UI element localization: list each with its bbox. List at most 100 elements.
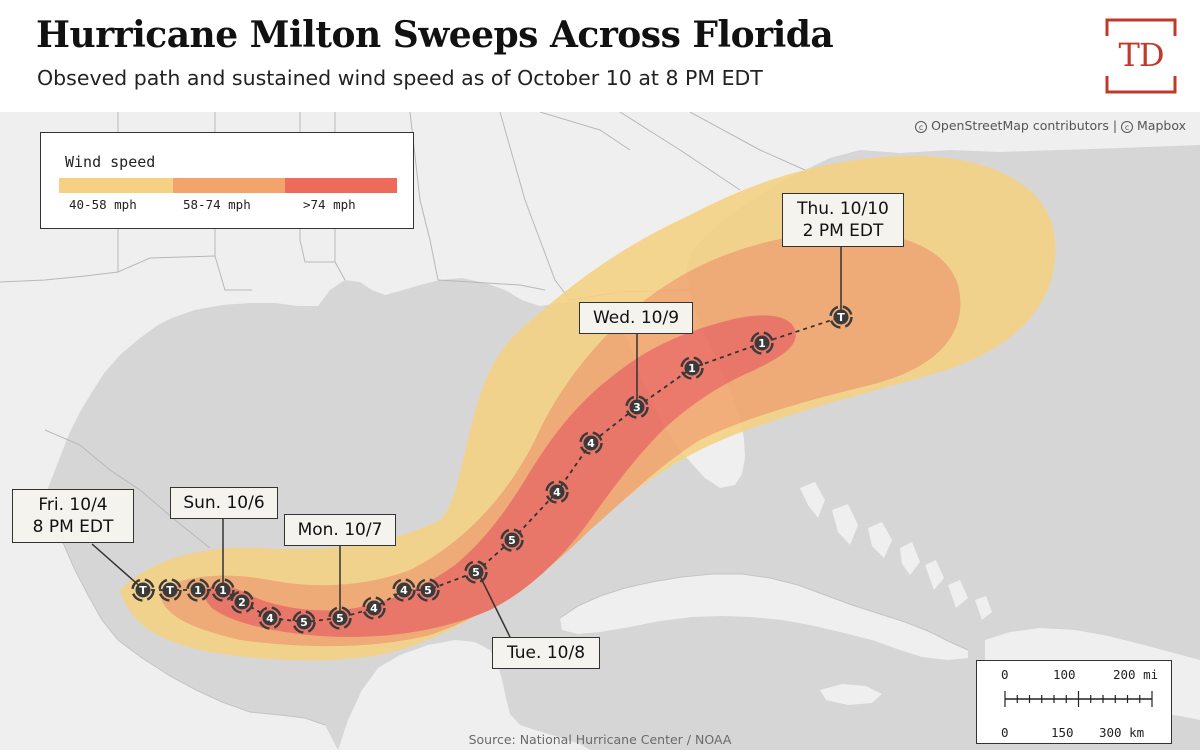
callout-wed-10-9: Wed. 10/9: [579, 302, 693, 334]
track-point-label: T: [139, 584, 147, 597]
track-point-label: 5: [300, 616, 308, 629]
callout-thu-10-10: Thu. 10/10 2 PM EDT: [782, 193, 904, 247]
attribution-mapbox[interactable]: Mapbox: [1137, 118, 1186, 133]
callout-fri-line1: Fri. 10/4: [38, 495, 108, 515]
track-point: 4: [545, 480, 569, 504]
legend-swatch-over-74: [285, 178, 397, 193]
track-point-label: 5: [472, 566, 480, 579]
callout-tue-line1: Tue. 10/8: [506, 643, 586, 663]
storm-symbol-icon: [230, 590, 254, 614]
land-north-america: [0, 112, 1200, 750]
wind-speed-legend: Wind speed 40-58 mph 58-74 mph >74 mph: [40, 132, 414, 229]
track-point-label: T: [837, 311, 845, 324]
track-point-dot: [234, 594, 250, 610]
track-point-label: 1: [219, 584, 227, 597]
header: Hurricane Milton Sweeps Across Florida O…: [0, 0, 1200, 112]
callout-sun-line1: Sun. 10/6: [183, 493, 265, 513]
track-point-dot: [190, 582, 206, 598]
track-point: 4: [362, 596, 386, 620]
track-point-label: 4: [553, 486, 561, 499]
track-point-dot: [396, 582, 412, 598]
track-point-dot: [833, 309, 849, 325]
track-point: 5: [464, 560, 488, 584]
callout-sun-10-6: Sun. 10/6: [170, 487, 278, 519]
track-point: 4: [258, 606, 282, 630]
track-point-dot: [296, 614, 312, 630]
callout-mon-line1: Mon. 10/7: [297, 520, 383, 540]
track-point: 4: [392, 578, 416, 602]
storm-symbol-icon: [500, 528, 524, 552]
track-point-label: 1: [758, 337, 766, 350]
logo-frame-icon: [1105, 18, 1177, 94]
track-point-dot: [504, 532, 520, 548]
land-yucatan: [338, 640, 590, 750]
track-point: 5: [416, 578, 440, 602]
storm-symbol-icon: [829, 305, 853, 329]
track-point: 5: [500, 528, 524, 552]
track-point-dot: [262, 610, 278, 626]
storm-symbol-icon: [464, 560, 488, 584]
track-point-dot: [684, 360, 700, 376]
track-point: 5: [292, 610, 316, 634]
attribution-osm[interactable]: OpenStreetMap contributors: [931, 118, 1109, 133]
track-point: 5: [328, 606, 352, 630]
track-point: 1: [680, 356, 704, 380]
track-point-dot: [583, 435, 599, 451]
scale-km-150: 150: [1051, 725, 1074, 740]
storm-symbol-icon: [750, 331, 774, 355]
zone-over-74-mph: [203, 315, 796, 637]
storm-symbol-icon: [158, 578, 182, 602]
track-point-dot: [332, 610, 348, 626]
legend-label-58-74: 58-74 mph: [183, 197, 251, 212]
track-point-dot: [754, 335, 770, 351]
callout-wed-line1: Wed. 10/9: [592, 308, 680, 328]
storm-symbol-icon: [131, 578, 155, 602]
track-point-dot: [549, 484, 565, 500]
track-point-dot: [162, 582, 178, 598]
scale-mi-0: 0: [1001, 667, 1009, 682]
storm-symbol-icon: [292, 610, 316, 634]
storm-symbol-icon: [362, 596, 386, 620]
track-point: 1: [211, 578, 235, 602]
track-point-dot: [420, 582, 436, 598]
scale-bar: 0 100 200 mi 0 150 300 km: [976, 660, 1172, 744]
track-point: 4: [579, 431, 603, 455]
land-jamaica: [820, 684, 882, 705]
scale-ticks-icon: [1004, 691, 1153, 707]
track-point: 1: [186, 578, 210, 602]
storm-symbol-icon: [186, 578, 210, 602]
callout-fri-10-4: Fri. 10/4 8 PM EDT: [12, 489, 134, 543]
track-point-label: 4: [370, 602, 378, 615]
track-point-label: 3: [633, 401, 641, 414]
callout-fri-line2: 8 PM EDT: [32, 517, 114, 537]
callout-tue-10-8: Tue. 10/8: [492, 637, 600, 669]
track-point: 1: [750, 331, 774, 355]
page-title: Hurricane Milton Sweeps Across Florida: [36, 14, 834, 56]
track-point-label: T: [166, 584, 174, 597]
track-point: T: [158, 578, 182, 602]
scale-km-300: 300 km: [1099, 725, 1145, 740]
callout-leaders: [91, 246, 842, 638]
track-point-dot: [366, 600, 382, 616]
legend-swatch-58-74: [173, 178, 285, 193]
storm-symbol-icon: [328, 606, 352, 630]
attribution-separator: |: [1112, 118, 1118, 133]
callout-thu-line1: Thu. 10/10: [797, 199, 889, 219]
storm-symbol-icon: [416, 578, 440, 602]
callout-thu-line2: 2 PM EDT: [802, 221, 884, 241]
callout-mon-10-7: Mon. 10/7: [284, 514, 396, 546]
scale-mi-200: 200 mi: [1113, 667, 1159, 682]
track-point-dot: [468, 564, 484, 580]
track-point-dot: [629, 399, 645, 415]
land-bahamas: [800, 482, 992, 620]
track-point-label: 1: [688, 362, 696, 375]
logo-text: TD: [1118, 36, 1165, 74]
track-point-label: 4: [587, 437, 595, 450]
track-point-label: 5: [424, 584, 432, 597]
track-point-label: 4: [400, 584, 408, 597]
land-cuba: [560, 574, 968, 660]
track-point-label: 2: [238, 596, 246, 609]
td-logo: TD: [1105, 18, 1177, 94]
track-point-label: 4: [266, 612, 274, 625]
